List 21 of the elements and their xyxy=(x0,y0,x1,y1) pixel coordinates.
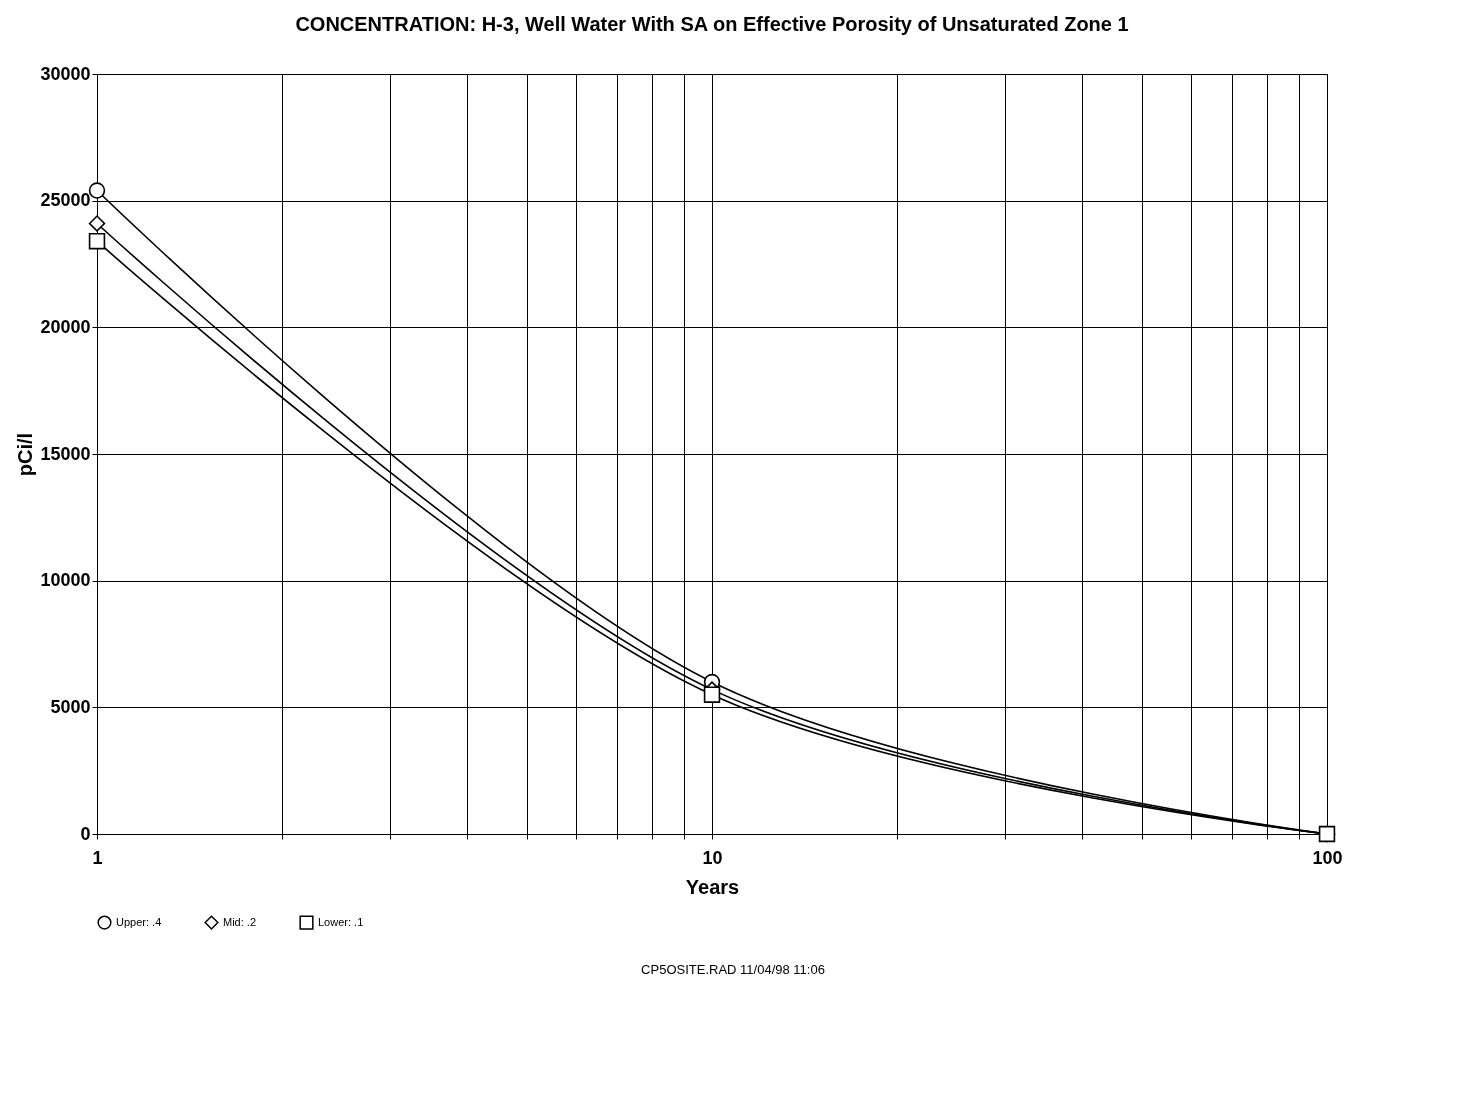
x-axis-title: Years xyxy=(685,875,740,898)
legend-label: Mid: .2 xyxy=(223,915,257,928)
point xyxy=(88,182,106,199)
legend-label: Lower: .1 xyxy=(318,915,364,928)
y-tick-label: 0 xyxy=(80,823,91,844)
x-tick-label: 100 xyxy=(1312,847,1343,868)
point xyxy=(88,232,106,250)
point xyxy=(703,686,721,703)
text: CP5OSITE.RAD 11/04/98 11:06 xyxy=(640,962,826,977)
y-tick-label: 25000 xyxy=(40,190,91,211)
point xyxy=(1318,825,1336,843)
y-tick-label: 15000 xyxy=(40,443,91,464)
legend-label: Upper: .4 xyxy=(116,915,162,928)
y-tick-label: 5000 xyxy=(50,696,91,717)
x-tick-label: 10 xyxy=(702,847,723,868)
y-tick-label: 20000 xyxy=(40,316,91,337)
y-tick-label: 30000 xyxy=(40,63,91,84)
chart-title: CONCENTRATION: H-3, Well Water With SA on Effective Porosity of Unsaturated Zone 1 xyxy=(295,13,1129,35)
y-tick-label: 10000 xyxy=(40,570,91,591)
y-axis-title: pCi/l xyxy=(14,432,37,477)
x-tick-label: 1 xyxy=(92,847,103,868)
